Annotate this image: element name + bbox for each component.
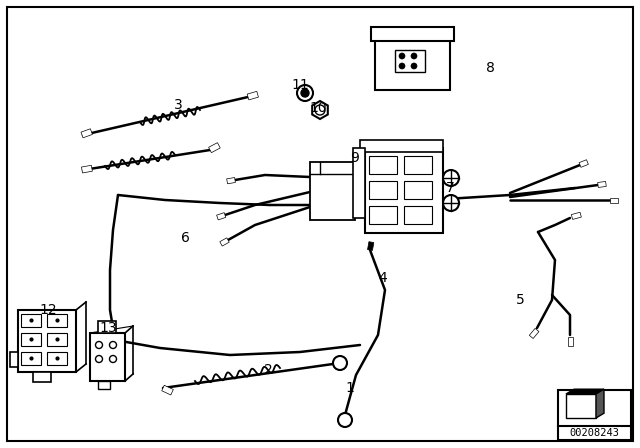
Bar <box>98 321 116 333</box>
Bar <box>369 206 397 224</box>
Text: 00208243: 00208243 <box>570 428 620 438</box>
Circle shape <box>399 63 405 69</box>
Bar <box>360 140 443 152</box>
Bar <box>353 148 365 218</box>
Polygon shape <box>568 337 573 346</box>
Bar <box>365 148 443 233</box>
Circle shape <box>95 356 102 362</box>
Polygon shape <box>81 165 92 173</box>
Text: 8: 8 <box>486 61 495 75</box>
Circle shape <box>297 85 313 101</box>
Polygon shape <box>566 389 604 394</box>
Circle shape <box>95 341 102 349</box>
Circle shape <box>109 356 116 362</box>
Polygon shape <box>579 159 588 167</box>
Polygon shape <box>367 241 374 250</box>
Text: 13: 13 <box>99 321 117 335</box>
Bar <box>558 390 631 440</box>
Bar <box>47 352 67 365</box>
Text: 1: 1 <box>346 381 355 395</box>
Bar <box>404 181 432 199</box>
Bar <box>21 333 41 346</box>
Circle shape <box>399 53 405 59</box>
Polygon shape <box>209 142 220 153</box>
Text: 12: 12 <box>39 303 57 317</box>
Text: 7: 7 <box>445 181 454 195</box>
Polygon shape <box>162 385 173 395</box>
Bar <box>18 310 76 372</box>
Polygon shape <box>220 238 229 246</box>
Circle shape <box>109 341 116 349</box>
Circle shape <box>411 53 417 59</box>
Bar <box>375 35 450 90</box>
Text: 10: 10 <box>309 101 327 115</box>
Text: 9: 9 <box>351 151 360 165</box>
Text: 3: 3 <box>173 98 182 112</box>
Polygon shape <box>312 101 328 119</box>
Bar <box>404 206 432 224</box>
Text: 4: 4 <box>379 271 387 285</box>
Polygon shape <box>610 198 618 202</box>
Bar <box>310 162 355 220</box>
Polygon shape <box>247 91 259 100</box>
Bar <box>369 181 397 199</box>
Bar <box>371 27 454 41</box>
Bar <box>21 314 41 327</box>
Bar <box>404 156 432 174</box>
Bar <box>47 333 67 346</box>
Text: 5: 5 <box>516 293 524 307</box>
Polygon shape <box>529 328 539 339</box>
Bar <box>90 333 125 381</box>
Bar <box>33 372 51 382</box>
Polygon shape <box>227 177 236 184</box>
Text: 11: 11 <box>291 78 309 92</box>
Polygon shape <box>596 389 604 418</box>
Circle shape <box>443 170 459 186</box>
Circle shape <box>315 105 325 115</box>
Bar <box>21 352 41 365</box>
Text: 6: 6 <box>180 231 189 245</box>
Bar <box>98 381 110 389</box>
Polygon shape <box>598 181 606 187</box>
Bar <box>369 156 397 174</box>
Circle shape <box>301 89 309 97</box>
Text: 2: 2 <box>264 363 273 377</box>
Polygon shape <box>572 212 581 220</box>
Polygon shape <box>216 213 226 220</box>
Polygon shape <box>81 129 92 138</box>
Circle shape <box>411 63 417 69</box>
Circle shape <box>443 195 459 211</box>
Circle shape <box>333 356 347 370</box>
Bar <box>47 314 67 327</box>
Circle shape <box>338 413 352 427</box>
Polygon shape <box>566 394 596 418</box>
Bar <box>10 352 18 367</box>
Bar <box>395 50 425 72</box>
